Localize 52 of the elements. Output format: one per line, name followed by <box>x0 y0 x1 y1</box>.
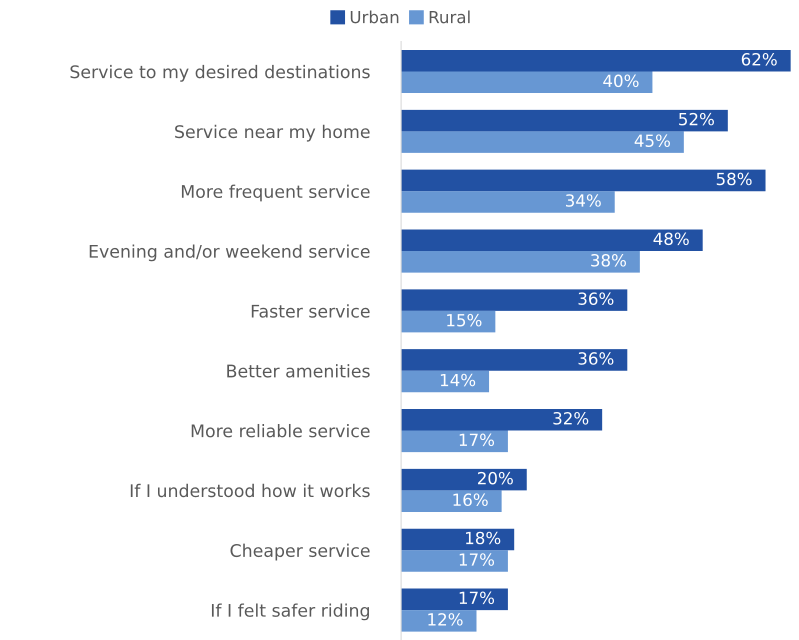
y-tick-label: More reliable service <box>192 424 370 438</box>
bar <box>401 251 640 273</box>
data-label: 17% <box>460 592 494 604</box>
data-label: 12% <box>428 613 463 626</box>
bar <box>401 170 766 192</box>
bar <box>401 110 728 132</box>
bar <box>401 50 791 72</box>
data-label: 38% <box>591 254 626 267</box>
bar <box>401 528 514 550</box>
data-label: 36% <box>578 352 614 365</box>
bar <box>401 310 496 332</box>
data-label: 17% <box>460 434 494 446</box>
data-label: 36% <box>578 292 614 305</box>
legend-label: Urban <box>350 10 398 24</box>
data-label: 34% <box>566 194 601 207</box>
bar <box>401 409 602 431</box>
data-label: 15% <box>447 314 482 326</box>
bar <box>401 430 508 452</box>
data-label: 52% <box>679 112 714 126</box>
bar <box>401 490 502 512</box>
y-tick-label: If I felt safer riding <box>212 603 369 620</box>
bar <box>401 610 476 632</box>
bar <box>401 370 490 392</box>
y-tick-label: Service to my desired destinations <box>70 64 370 82</box>
data-label: 62% <box>742 52 777 66</box>
y-tick-label: If I understood how it works <box>130 484 370 498</box>
y-tick-label: More frequent service <box>182 184 370 202</box>
bar <box>401 230 703 252</box>
data-label: 18% <box>466 532 500 544</box>
data-label: 58% <box>716 172 752 186</box>
bar <box>401 468 527 490</box>
y-tick-label: Better amenities <box>227 364 370 378</box>
data-label: 17% <box>460 553 494 566</box>
bar <box>401 191 615 213</box>
y-tick-label: Cheaper service <box>230 544 370 560</box>
bar <box>401 131 684 153</box>
legend-label: Rural <box>430 10 470 24</box>
bar <box>401 588 508 610</box>
data-label: 48% <box>654 232 689 246</box>
data-label: 16% <box>453 493 488 506</box>
bar <box>401 349 628 371</box>
data-label: 20% <box>478 472 513 484</box>
y-tick-label: Service near my home <box>175 124 370 142</box>
y-tick-label: Faster service <box>252 304 370 318</box>
data-label: 14% <box>440 374 476 386</box>
bar <box>401 72 652 94</box>
data-label: 40% <box>603 74 639 88</box>
bar <box>401 550 508 572</box>
data-label: 32% <box>553 412 588 425</box>
y-tick-label: Evening and/or weekend service <box>90 244 370 262</box>
data-label: 45% <box>634 134 670 147</box>
bar <box>401 289 628 311</box>
